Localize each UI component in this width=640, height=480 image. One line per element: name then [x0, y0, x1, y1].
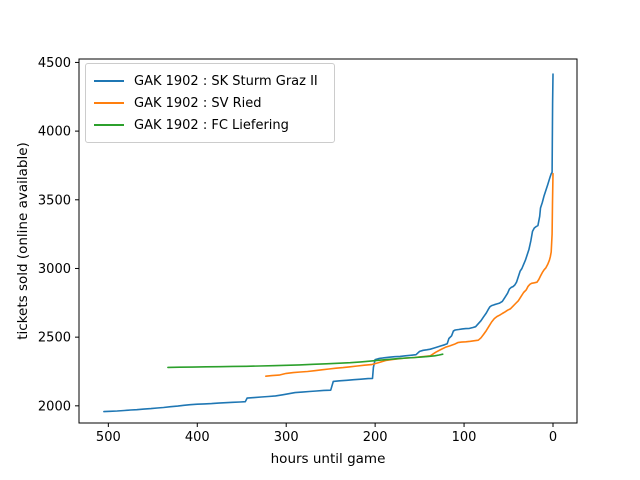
- x-tick-label: 100: [452, 430, 477, 445]
- y-tick-label: 3000: [38, 262, 71, 277]
- y-axis-ticks: 2000 2500 3000 3500 4000 4500: [38, 56, 79, 414]
- legend-item: GAK 1902 : SK Sturm Graz II: [94, 70, 324, 92]
- x-tick-label: 400: [185, 430, 210, 445]
- plot-area: [78, 58, 578, 424]
- legend-line-swatch-orange: [94, 102, 124, 104]
- legend-label: GAK 1902 : SK Sturm Graz II: [134, 73, 318, 89]
- x-axis-label: hours until game: [271, 451, 386, 467]
- y-tick-label: 3500: [38, 193, 71, 208]
- legend-item: GAK 1902 : SV Ried: [94, 92, 324, 114]
- y-tick-label: 2000: [38, 399, 71, 414]
- legend-label: GAK 1902 : FC Liefering: [134, 117, 289, 133]
- x-tick-label: 200: [363, 430, 388, 445]
- y-tick-label: 4500: [38, 56, 71, 71]
- legend: GAK 1902 : SK Sturm Graz II GAK 1902 : S…: [85, 63, 335, 143]
- legend-line-swatch-green: [94, 124, 124, 126]
- legend-line-swatch-blue: [94, 80, 124, 82]
- series-line-sv-ried: [264, 172, 554, 378]
- series-line-sk-sturm-graz-ii: [103, 73, 554, 413]
- y-tick-label: 4000: [38, 125, 71, 140]
- x-tick-label: 0: [549, 430, 557, 445]
- legend-label: GAK 1902 : SV Ried: [134, 95, 262, 111]
- legend-item: GAK 1902 : FC Liefering: [94, 114, 324, 136]
- x-axis-ticks: 500 400 300 200 100 0: [96, 423, 557, 445]
- x-tick-label: 300: [274, 430, 299, 445]
- x-tick-label: 500: [96, 430, 121, 445]
- series-line-fc-liefering: [167, 353, 444, 369]
- series-lines: [103, 73, 554, 413]
- y-tick-label: 2500: [38, 331, 71, 346]
- y-axis-label: tickets sold (online available): [15, 142, 31, 340]
